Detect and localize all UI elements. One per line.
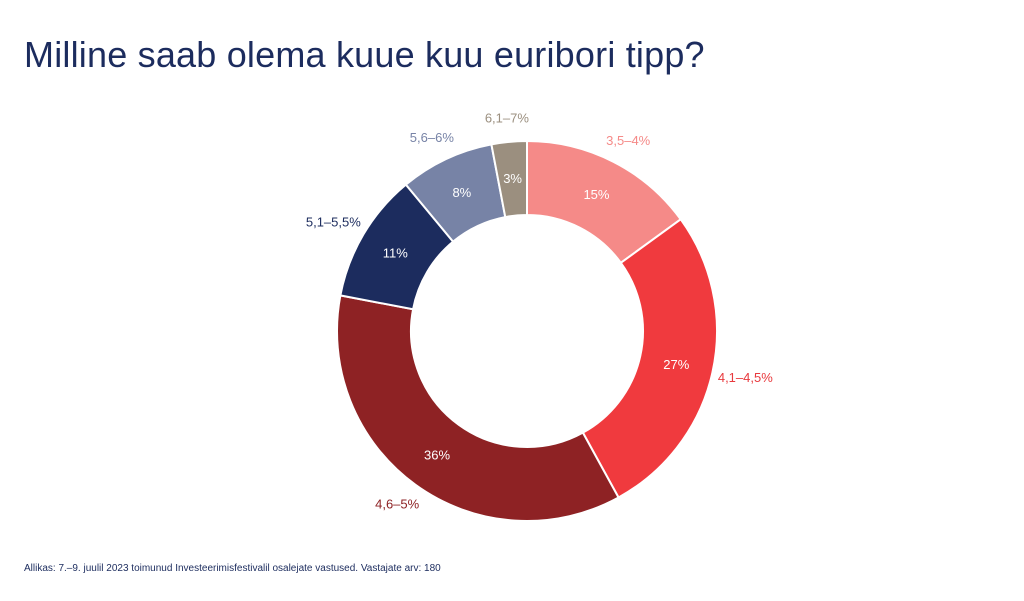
slice-category-label: 6,1–7%	[485, 110, 530, 125]
slice-category-label: 4,1–4,5%	[718, 370, 773, 385]
donut-slice	[581, 217, 718, 499]
page-title: Milline saab olema kuue kuu euribori tip…	[24, 34, 705, 75]
slice-category-label: 4,6–5%	[375, 497, 420, 512]
slice-value-label: 3%	[503, 171, 522, 186]
slice-value-label: 11%	[383, 246, 408, 261]
slice-category-label: 5,1–5,5%	[306, 215, 361, 230]
donut-slice	[490, 139, 528, 219]
slice-value-label: 8%	[452, 185, 471, 200]
slice-value-label: 36%	[424, 447, 450, 462]
donut-slice	[336, 294, 620, 522]
slice-value-label: 27%	[663, 357, 689, 372]
slice-category-label: 3,5–4%	[606, 133, 651, 148]
slice-value-label: 15%	[583, 187, 609, 202]
slice-category-label: 5,6–6%	[410, 130, 455, 145]
source-note: Allikas: 7.–9. juulil 2023 toimunud Inve…	[24, 563, 441, 574]
